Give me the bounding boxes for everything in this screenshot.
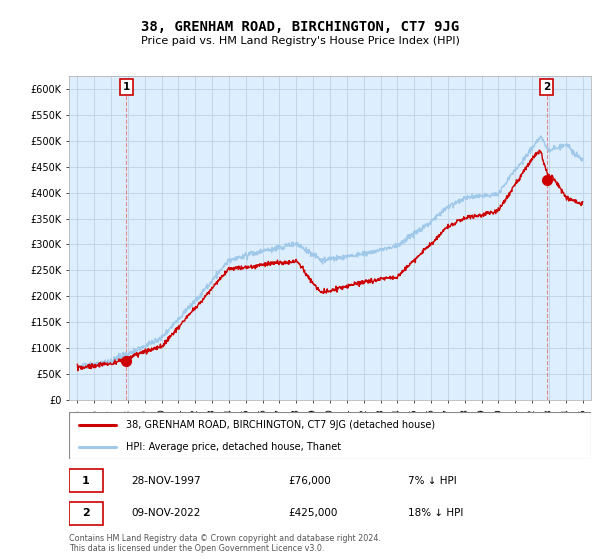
Text: 2: 2	[82, 508, 90, 518]
FancyBboxPatch shape	[69, 469, 103, 492]
Text: 18% ↓ HPI: 18% ↓ HPI	[409, 508, 464, 518]
Text: Contains HM Land Registry data © Crown copyright and database right 2024.
This d: Contains HM Land Registry data © Crown c…	[69, 534, 381, 553]
Text: HPI: Average price, detached house, Thanet: HPI: Average price, detached house, Than…	[127, 442, 341, 452]
Text: 38, GRENHAM ROAD, BIRCHINGTON, CT7 9JG (detached house): 38, GRENHAM ROAD, BIRCHINGTON, CT7 9JG (…	[127, 420, 436, 430]
Text: Price paid vs. HM Land Registry's House Price Index (HPI): Price paid vs. HM Land Registry's House …	[140, 36, 460, 46]
Text: £76,000: £76,000	[288, 476, 331, 486]
Text: 1: 1	[123, 82, 130, 92]
Text: 09-NOV-2022: 09-NOV-2022	[131, 508, 201, 518]
Text: 38, GRENHAM ROAD, BIRCHINGTON, CT7 9JG: 38, GRENHAM ROAD, BIRCHINGTON, CT7 9JG	[141, 20, 459, 34]
Text: 28-NOV-1997: 28-NOV-1997	[131, 476, 201, 486]
Text: £425,000: £425,000	[288, 508, 338, 518]
FancyBboxPatch shape	[69, 502, 103, 525]
Text: 7% ↓ HPI: 7% ↓ HPI	[409, 476, 457, 486]
Text: 1: 1	[82, 476, 90, 486]
Text: 2: 2	[543, 82, 550, 92]
